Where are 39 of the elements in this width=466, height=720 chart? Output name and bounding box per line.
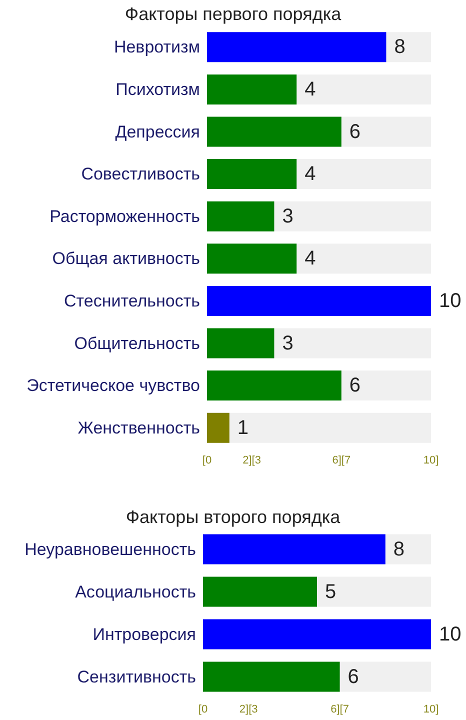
data-label: 3 <box>282 332 294 354</box>
y-tick-label: Совестливость <box>81 164 200 184</box>
y-tick-label: Депрессия <box>115 122 200 142</box>
x-tick-label: 6][7 <box>330 704 349 716</box>
x-tick-label: 2][3 <box>239 704 258 716</box>
bar <box>207 412 230 443</box>
x-tick-label: 6][7 <box>332 454 351 466</box>
chart-title: Факторы второго порядка <box>126 507 342 527</box>
y-tick-label: Невротизм <box>114 38 200 57</box>
data-label: 10 <box>439 290 462 312</box>
x-tick-label: 10] <box>423 704 439 716</box>
data-label: 8 <box>393 538 405 560</box>
x-tick-label: [0 <box>198 704 208 716</box>
data-label: 4 <box>304 163 316 186</box>
y-tick-label: Эстетическое чувство <box>26 376 200 396</box>
data-label: 1 <box>237 416 249 439</box>
y-tick-label: Асоциальность <box>75 582 196 602</box>
y-tick-label: Общая активность <box>52 249 200 268</box>
y-tick-label: Сензитивность <box>77 667 196 686</box>
data-label: 6 <box>349 374 361 397</box>
x-tick-label: 10] <box>423 454 439 466</box>
y-tick-label: Женственность <box>78 418 200 438</box>
data-label: 4 <box>304 78 316 100</box>
y-tick-label: Психотизм <box>116 80 200 99</box>
data-label: 4 <box>304 248 316 270</box>
x-tick-label: [0 <box>202 454 212 466</box>
data-label: 3 <box>282 205 294 228</box>
data-label: 6 <box>348 666 359 688</box>
y-tick-label: Расторможенность <box>50 206 200 226</box>
x-tick-label: 2][3 <box>242 454 261 466</box>
y-tick-label: Общительность <box>74 334 200 353</box>
chart-title: Факторы первого порядка <box>124 4 342 24</box>
data-label: 6 <box>349 120 361 143</box>
data-label: 5 <box>325 580 336 603</box>
y-tick-label: Неуравновешенность <box>24 540 196 559</box>
data-label: 10 <box>439 623 462 646</box>
data-label: 8 <box>394 36 406 58</box>
y-tick-label: Интроверсия <box>92 624 196 644</box>
y-tick-label: Стеснительность <box>64 291 200 310</box>
